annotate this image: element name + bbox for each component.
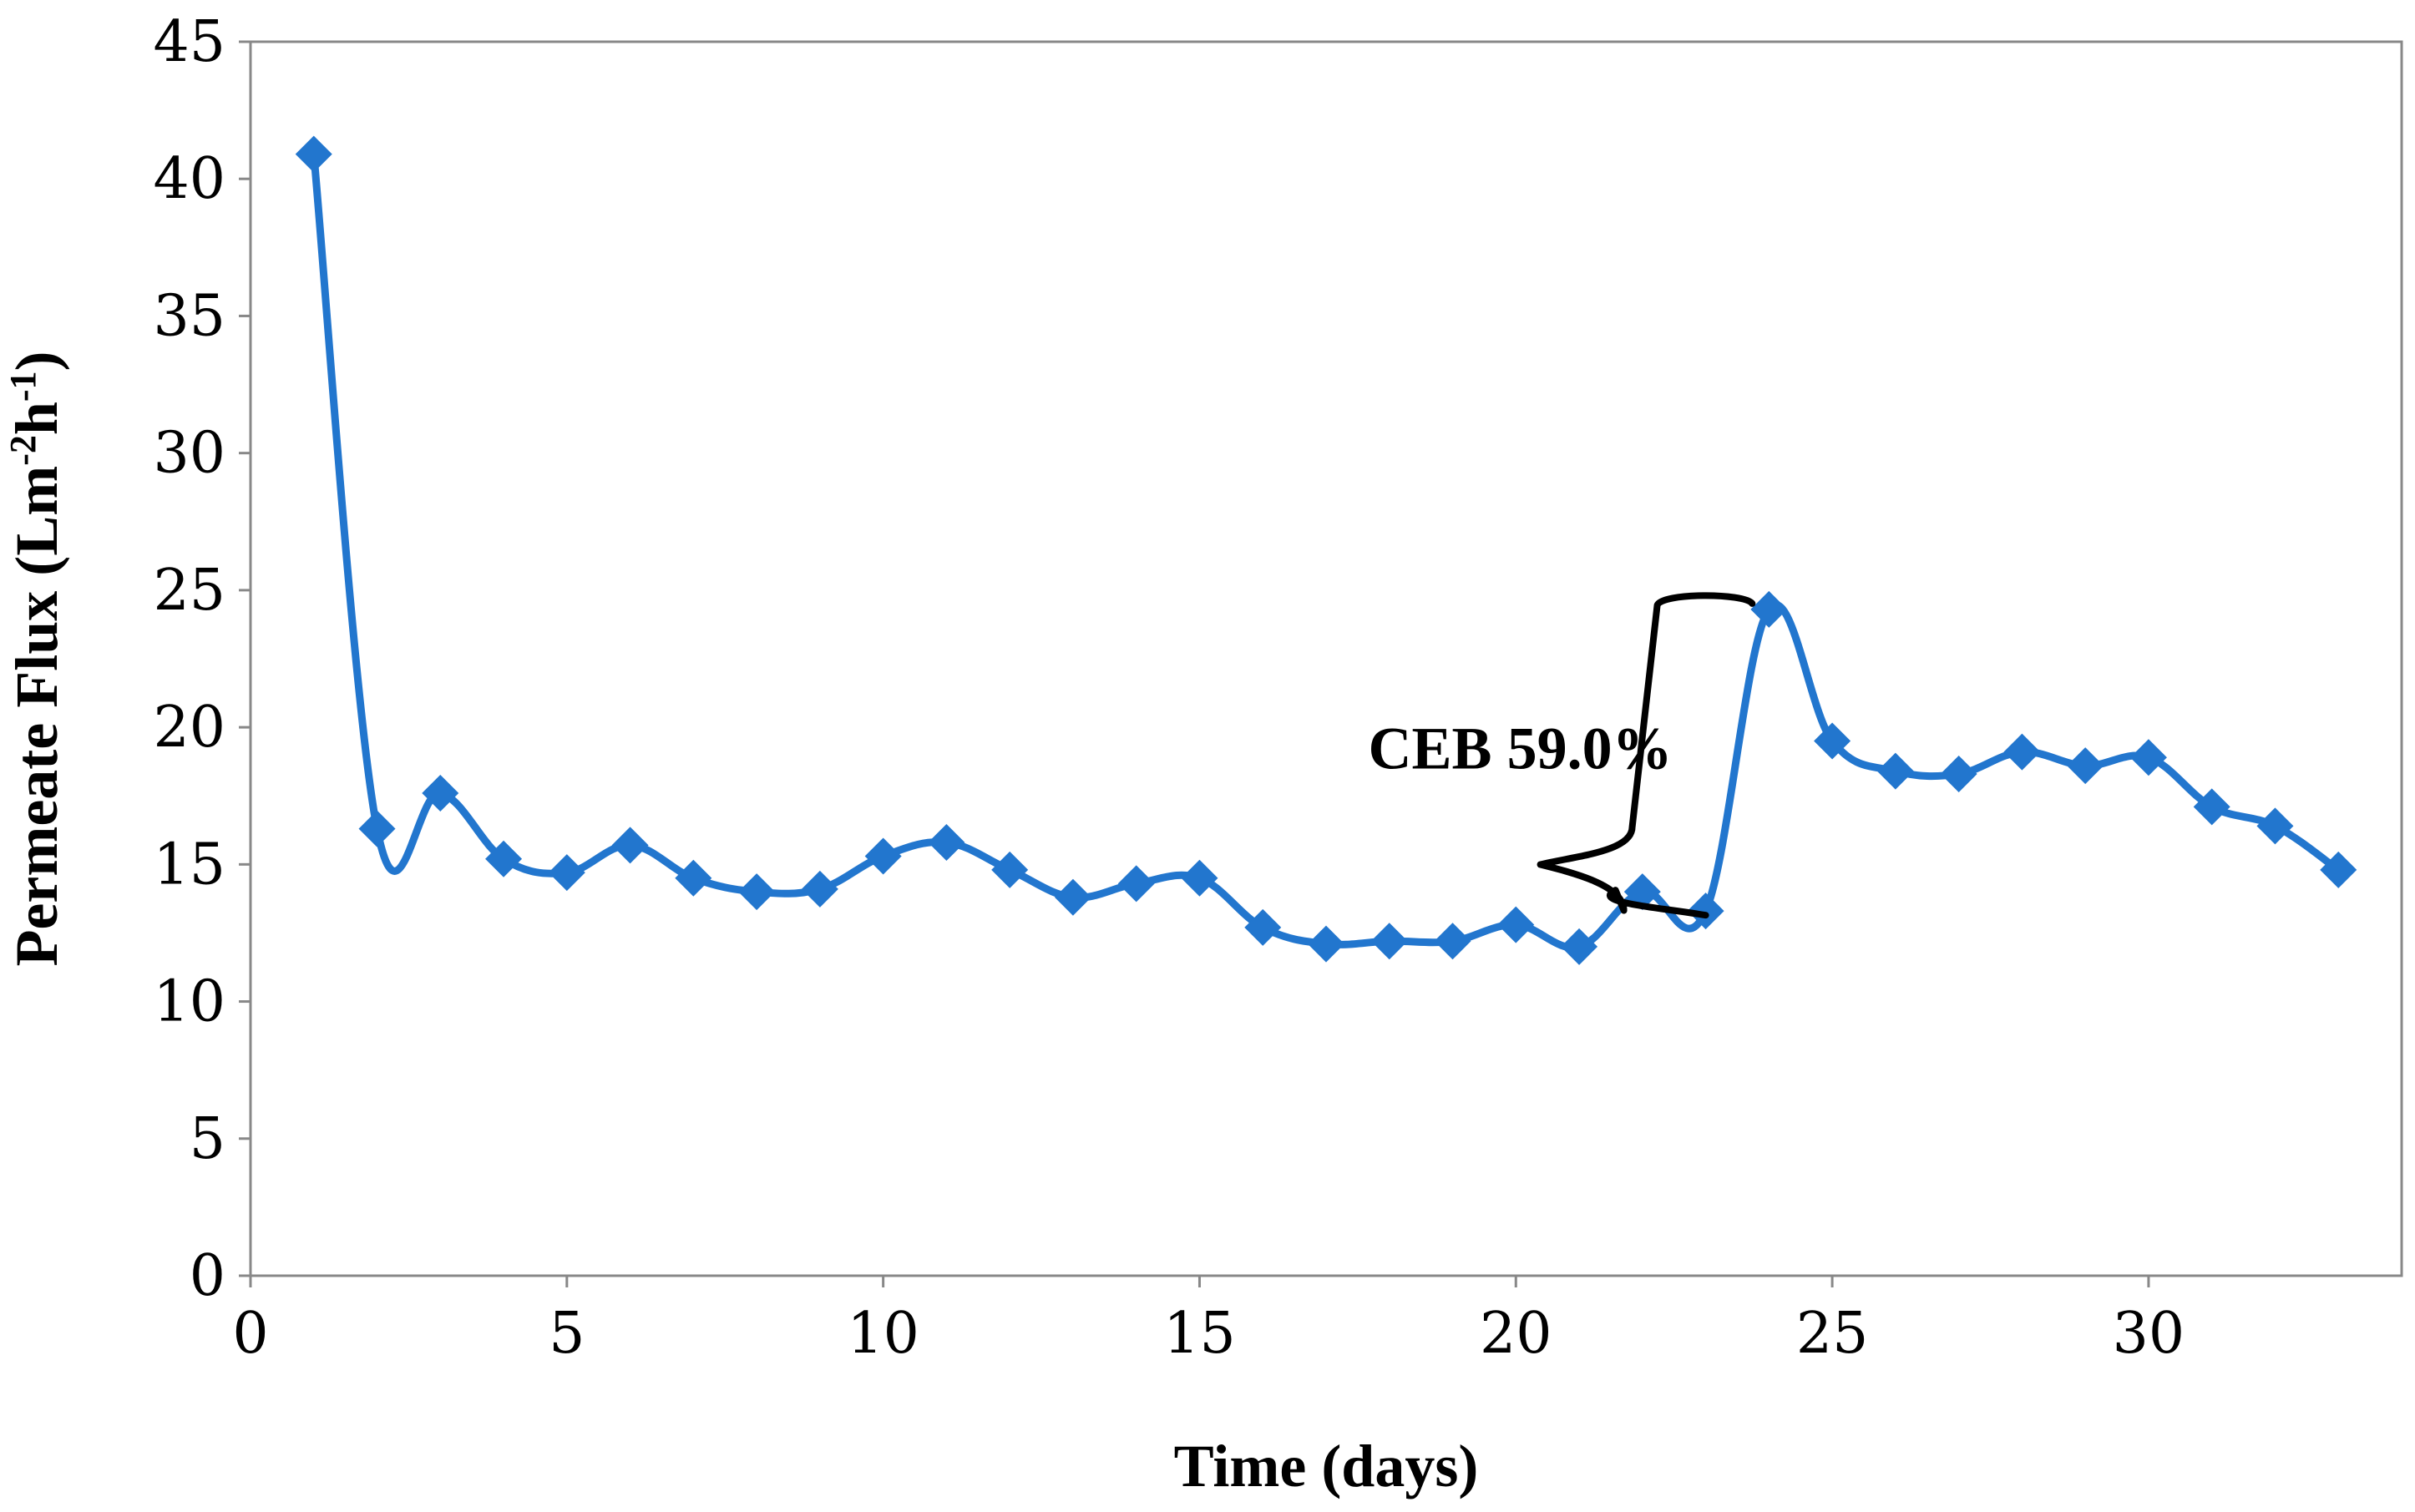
x-tick-label: 15 — [1163, 1301, 1236, 1367]
y-tick-label: 25 — [153, 558, 225, 624]
data-point — [2129, 739, 2167, 776]
y-tick-label: 20 — [153, 695, 225, 761]
y-tick-label: 30 — [153, 421, 225, 487]
data-point — [928, 824, 965, 862]
plot-area-border — [249, 40, 2403, 1277]
data-point — [1750, 590, 1788, 628]
x-tick-label: 30 — [2113, 1301, 2185, 1367]
data-point — [1561, 928, 1598, 965]
data-point — [1497, 906, 1535, 943]
data-point — [1940, 755, 1977, 792]
data-point — [1687, 893, 1724, 930]
data-point — [1370, 923, 1408, 960]
y-axis-title-sup2: -1 — [3, 371, 43, 402]
data-point — [548, 854, 585, 892]
annotation-layer: CEB 59.0% — [1369, 592, 1756, 919]
ceb-annotation-label: CEB 59.0% — [1369, 716, 1673, 782]
data-point — [738, 873, 776, 911]
data-point — [991, 851, 1029, 888]
y-axis-title: Permeate Flux (Lm-2h-1) — [3, 351, 70, 966]
data-point — [2256, 807, 2294, 845]
y-tick-label: 15 — [153, 832, 225, 898]
data-point — [611, 827, 649, 864]
data-point — [2193, 788, 2230, 826]
x-axis: 0 5 10 15 20 25 30 — [232, 1276, 2185, 1367]
x-tick-label: 25 — [1796, 1301, 1869, 1367]
x-tick-label: 20 — [1480, 1301, 1552, 1367]
data-point — [422, 774, 459, 812]
data-point — [485, 840, 523, 877]
y-tick-label: 10 — [153, 969, 225, 1035]
data-point — [1181, 859, 1218, 897]
data-point — [864, 837, 902, 875]
y-tick-label: 40 — [153, 146, 225, 212]
x-tick-label: 5 — [549, 1301, 585, 1367]
data-point — [1814, 722, 1851, 760]
x-tick-label: 10 — [847, 1301, 919, 1367]
x-axis-title: Time (days) — [1174, 1433, 1479, 1499]
y-axis-title-mid: h — [3, 402, 70, 435]
data-point — [358, 810, 396, 847]
data-point — [1117, 865, 1155, 903]
y-axis-title-sup1: -2 — [3, 435, 43, 466]
y-tick-label: 0 — [190, 1243, 225, 1309]
data-point — [1434, 923, 1471, 960]
y-tick-label: 5 — [190, 1106, 225, 1172]
data-point — [2067, 747, 2104, 785]
data-point — [1876, 752, 1914, 790]
y-axis-title-main: Permeate Flux (Lm — [3, 466, 70, 967]
data-point — [675, 859, 712, 897]
y-axis: 0 5 10 15 20 25 30 35 40 45 — [153, 9, 251, 1309]
data-point — [801, 870, 838, 908]
data-point — [1244, 908, 1282, 946]
data-point — [1054, 878, 1091, 916]
y-axis-title-end: ) — [3, 351, 70, 371]
data-point — [2003, 733, 2041, 771]
data-point — [1308, 925, 1344, 963]
ceb-brace — [1537, 592, 1756, 919]
data-point — [2320, 851, 2357, 888]
y-tick-label: 45 — [153, 9, 225, 75]
y-tick-label: 35 — [153, 283, 225, 349]
data-point — [295, 135, 332, 173]
x-tick-label: 0 — [232, 1301, 268, 1367]
